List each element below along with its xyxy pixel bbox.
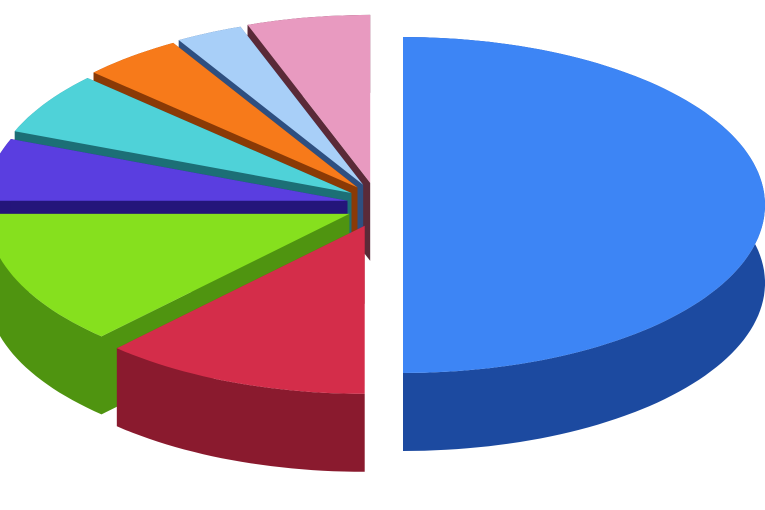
slice-3 — [0, 139, 348, 201]
slice-2-side — [0, 257, 102, 415]
slice-2 — [0, 213, 350, 337]
slice-1-side — [116, 348, 365, 472]
slice-4 — [14, 78, 352, 193]
slice-0 — [403, 37, 765, 373]
slice-6 — [178, 26, 364, 185]
slice-5 — [93, 42, 358, 188]
slice-1 — [116, 225, 365, 394]
slice-7 — [247, 14, 371, 183]
